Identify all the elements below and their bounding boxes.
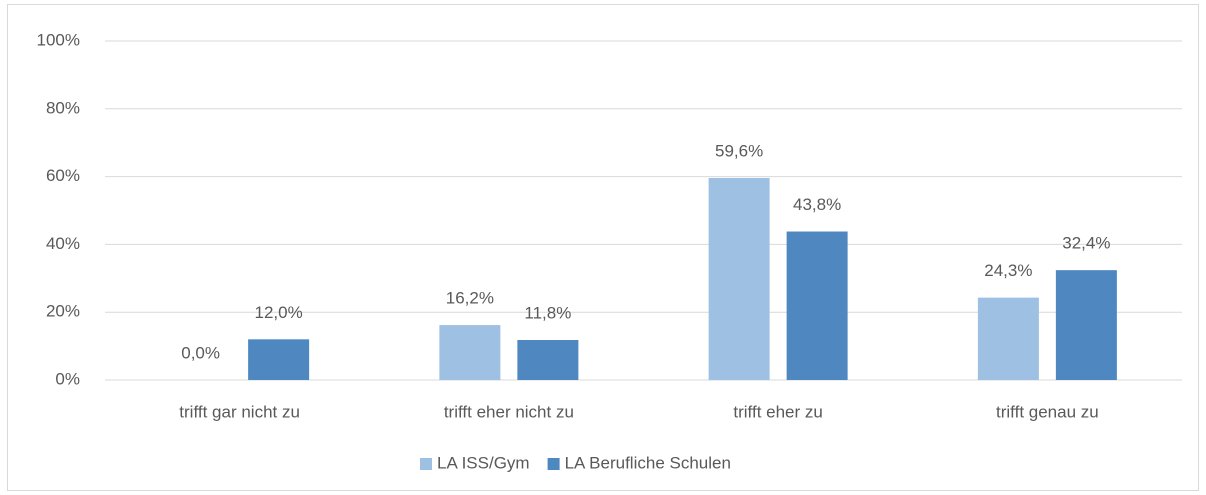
y-tick-label: 0%	[55, 369, 80, 388]
data-label: 11,8%	[524, 303, 571, 322]
bar	[1055, 270, 1117, 380]
y-tick-label: 60%	[46, 166, 80, 185]
legend-swatch	[547, 458, 560, 470]
x-tick-label: trifft gar nicht zu	[179, 402, 300, 421]
y-tick-label: 20%	[46, 302, 80, 321]
x-tick-label: trifft genau zu	[996, 402, 1099, 421]
y-tick-label: 100%	[37, 30, 80, 49]
bar	[248, 339, 310, 380]
bar	[708, 177, 770, 380]
data-label: 0,0%	[181, 343, 220, 362]
data-label: 24,3%	[984, 261, 1032, 280]
legend-swatch	[420, 458, 432, 470]
bar	[517, 339, 579, 380]
data-label: 43,8%	[793, 195, 841, 214]
y-tick-label: 40%	[46, 234, 80, 253]
bar	[439, 325, 501, 380]
data-label: 12,0%	[255, 303, 303, 322]
x-tick-label: trifft eher nicht zu	[444, 402, 574, 421]
chart-border	[7, 4, 1199, 491]
data-label: 32,4%	[1062, 234, 1110, 253]
legend-label: LA ISS/Gym	[437, 453, 530, 472]
legend-label: LA Berufliche Schulen	[565, 453, 731, 472]
bar	[977, 297, 1039, 380]
bar	[786, 231, 848, 380]
y-tick-label: 80%	[46, 98, 80, 117]
x-tick-label: trifft eher zu	[733, 402, 822, 421]
data-label: 16,2%	[446, 289, 494, 308]
data-label: 59,6%	[715, 141, 763, 160]
